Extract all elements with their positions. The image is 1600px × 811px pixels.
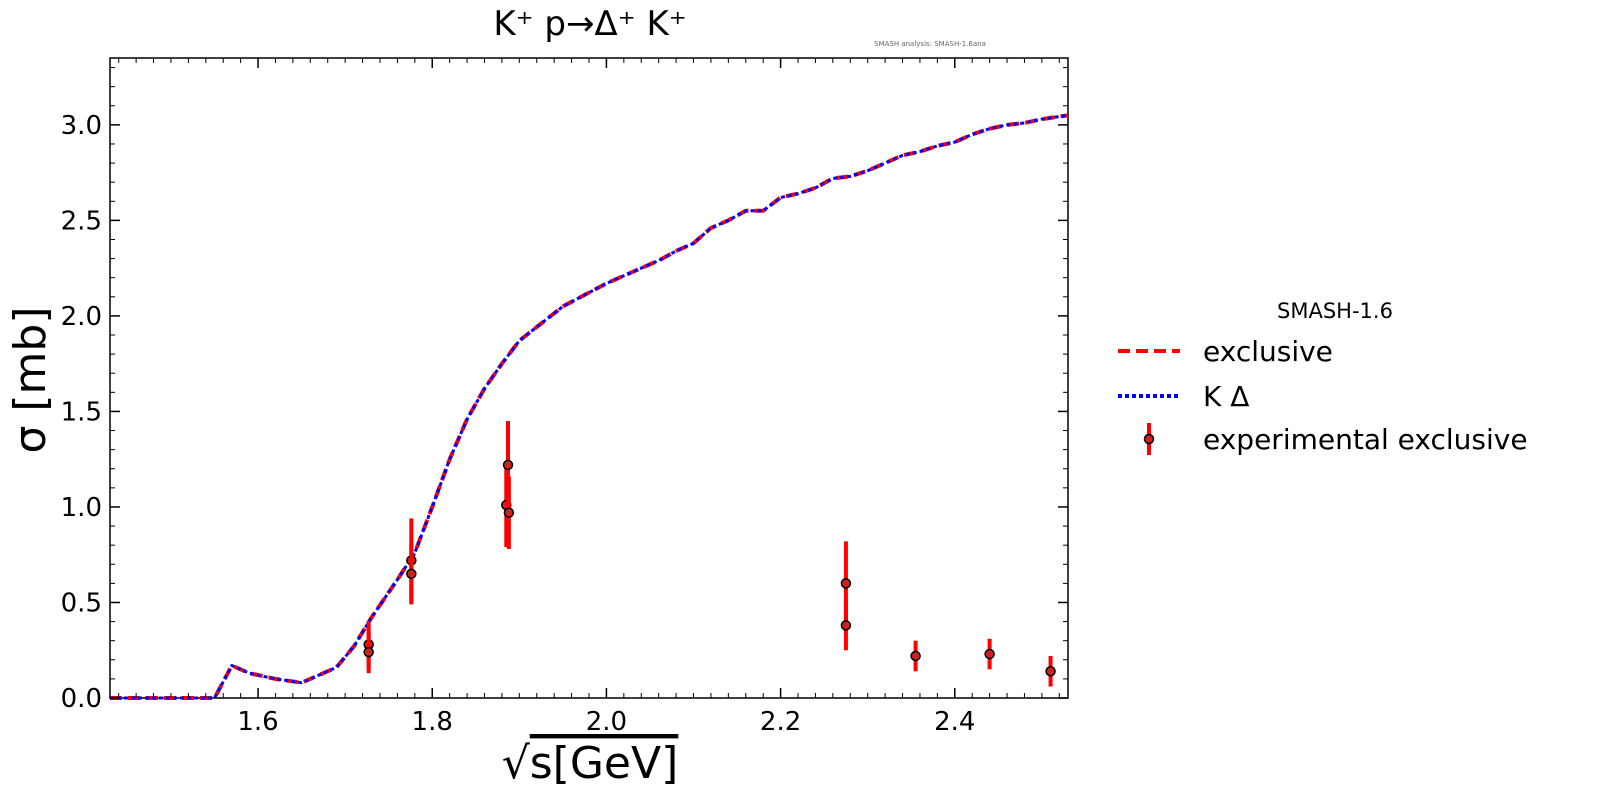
y-tick-label-2: 1.0	[61, 493, 102, 523]
data-point-5	[502, 459, 514, 471]
legend-swatch-experimental-marker	[1143, 433, 1155, 445]
experimental-points-layer	[363, 420, 1056, 687]
y-tick-label-5: 2.5	[61, 206, 102, 236]
plot-frame	[109, 57, 1069, 699]
data-point-9	[910, 650, 921, 662]
data-point-1	[363, 646, 374, 658]
legend-title: SMASH-1.6	[1277, 299, 1393, 323]
y-axis-label: σ [mb]	[5, 307, 56, 454]
data-point-7	[840, 578, 852, 589]
legend-label-experimental: experimental exclusive	[1203, 423, 1528, 456]
x-axis-label: √s[GeV]	[502, 738, 679, 789]
data-point-6	[503, 507, 515, 518]
y-tick-label-1: 0.5	[61, 588, 102, 618]
data-point-11	[1045, 666, 1056, 677]
x-tick-label-1: 1.8	[412, 707, 453, 737]
analysis-annotation: SMASH analysis: SMASH-1.6ana	[874, 40, 986, 48]
data-point-10	[984, 648, 995, 660]
legend-label-kdelta: K Δ	[1203, 380, 1249, 413]
x-axis-label-text: s[GeV]	[530, 738, 679, 789]
legend: SMASH-1.6 exclusive K Δ experimental exc…	[1118, 299, 1528, 456]
x-axis-ticks: 1.6 1.8 2.0 2.2 2.4	[118, 58, 1060, 737]
y-axis-ticks: 0.0 0.5 1.0 1.5 2.0 2.5 3.0	[61, 67, 1068, 714]
y-tick-label-4: 2.0	[61, 302, 102, 332]
plot-area: 1.6 1.8 2.0 2.2 2.4 0.0 0.5 1.0 1.5 2.0 2.5 3.0	[61, 57, 1069, 737]
y-tick-label-3: 1.5	[61, 397, 102, 427]
x-tick-label-3: 2.2	[760, 707, 801, 737]
chart-title: K⁺ p→Δ⁺ K⁺	[493, 4, 686, 44]
y-tick-label-0: 0.0	[61, 684, 102, 714]
data-point-3	[406, 568, 417, 580]
series-layer	[110, 113, 1069, 700]
legend-label-exclusive: exclusive	[1203, 335, 1333, 368]
x-tick-label-0: 1.6	[237, 707, 278, 737]
series-line-kdelta	[110, 113, 1069, 700]
x-axis-label-radical: √	[502, 738, 531, 789]
x-tick-label-2: 2.0	[586, 707, 627, 737]
series-line-exclusive	[110, 113, 1069, 700]
data-point-8	[840, 620, 852, 631]
x-tick-label-4: 2.4	[934, 707, 975, 737]
y-tick-label-6: 3.0	[61, 111, 102, 141]
